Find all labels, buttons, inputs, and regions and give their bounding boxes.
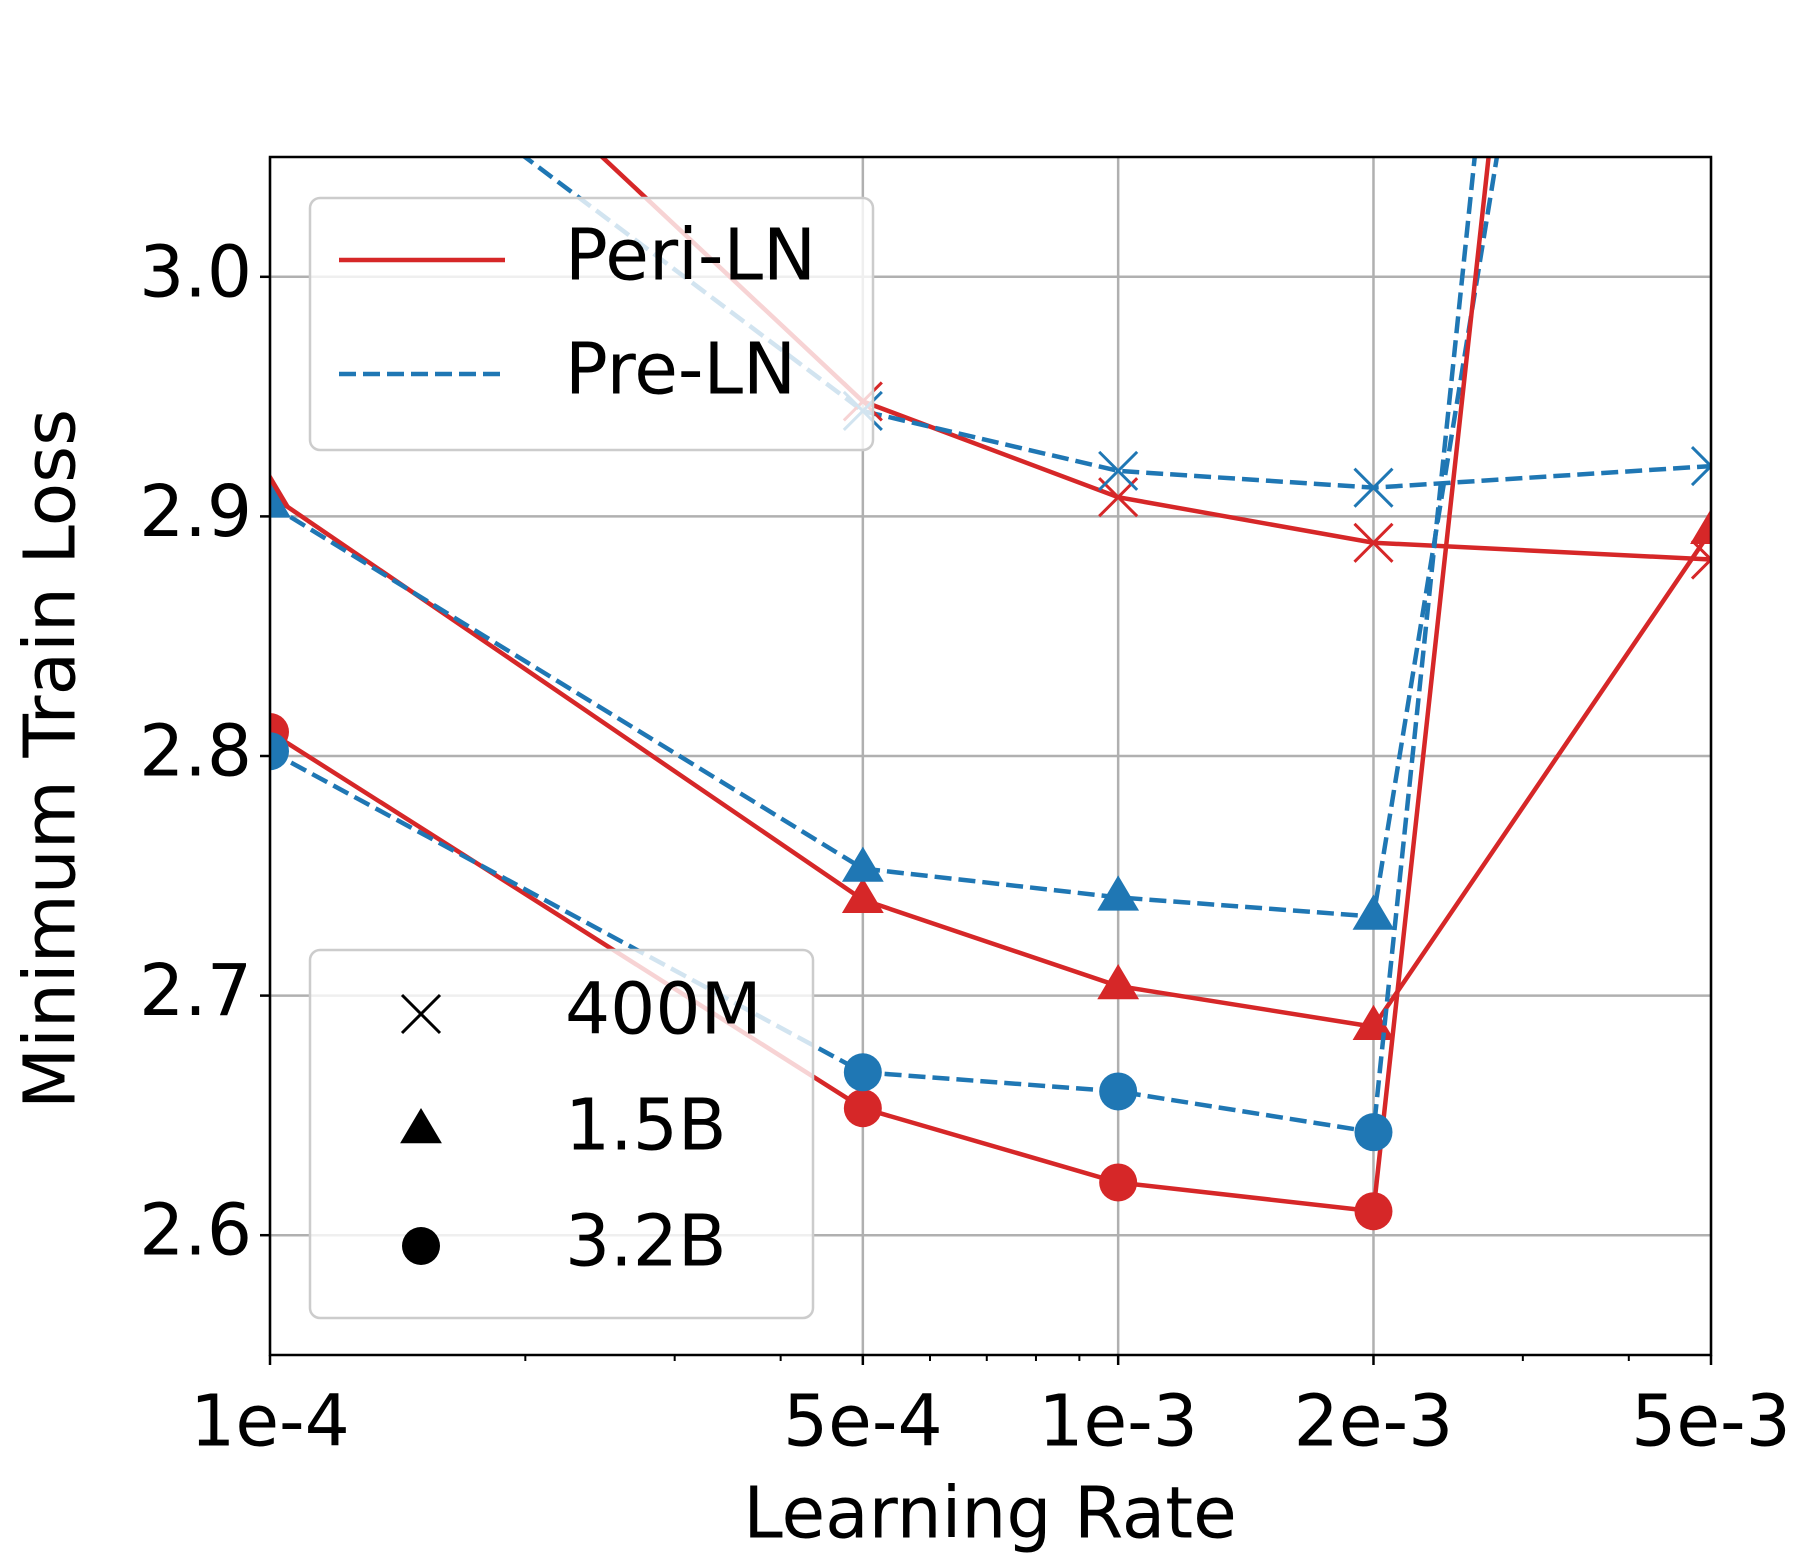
marker-triangle — [270, 482, 291, 518]
y-tick-label: 2.6 — [139, 1189, 252, 1272]
x-tick-label: 2e-3 — [1294, 1380, 1454, 1463]
marker-x — [1690, 446, 1711, 487]
marker-x — [1353, 467, 1394, 508]
marker-circle — [402, 1227, 440, 1265]
marker-triangle — [1690, 508, 1711, 544]
legend-label: Peri-LN — [565, 214, 816, 297]
y-axis-label: Minimum Train Loss — [9, 409, 92, 1109]
marker-triangle — [1352, 1004, 1395, 1040]
marker-circle — [843, 1053, 882, 1092]
marker-triangle — [841, 877, 884, 913]
marker-circle — [1354, 1192, 1393, 1231]
legend-label: Pre-LN — [565, 328, 796, 411]
marker-circle — [270, 732, 289, 771]
x-tick-label: 1e-4 — [190, 1380, 350, 1463]
marker-x — [1353, 522, 1394, 563]
marker-triangle — [841, 846, 884, 882]
x-axis-label: Learning Rate — [743, 1472, 1237, 1555]
y-tick-label: 2.7 — [139, 949, 252, 1032]
legend-label: 400M — [565, 968, 762, 1051]
marker-triangle — [1097, 964, 1140, 1000]
marker-triangle — [1097, 875, 1140, 911]
y-tick-label: 3.0 — [139, 230, 252, 313]
marker-circle — [1354, 1113, 1393, 1152]
series-line — [270, 492, 1711, 1030]
x-tick-label: 1e-3 — [1038, 1380, 1198, 1463]
x-tick-label: 5e-3 — [1631, 1380, 1791, 1463]
legend-label: 1.5B — [565, 1084, 727, 1167]
y-tick-label: 2.9 — [139, 470, 252, 553]
marker-circle — [1099, 1163, 1138, 1202]
marker-triangle — [400, 1108, 442, 1144]
x-tick-label: 5e-4 — [783, 1380, 943, 1463]
marker-triangle — [1352, 894, 1395, 930]
legend-label: 3.2B — [565, 1200, 727, 1283]
marker-circle — [843, 1089, 882, 1128]
marker-x — [400, 993, 442, 1035]
y-tick-label: 2.8 — [139, 710, 252, 793]
axes: 2.6 2.7 2.8 2.9 3.0 1e-4 5e-4 1e-3 2e-3 5e-3 — [139, 230, 1791, 1462]
marker-x — [1098, 450, 1139, 491]
legend-sizes — [308, 948, 815, 1320]
series-line — [270, 157, 1500, 919]
marker-circle — [1099, 1072, 1138, 1111]
legend: Peri-LN Pre-LN 400M 1.5B 3.2B — [339, 214, 816, 1283]
